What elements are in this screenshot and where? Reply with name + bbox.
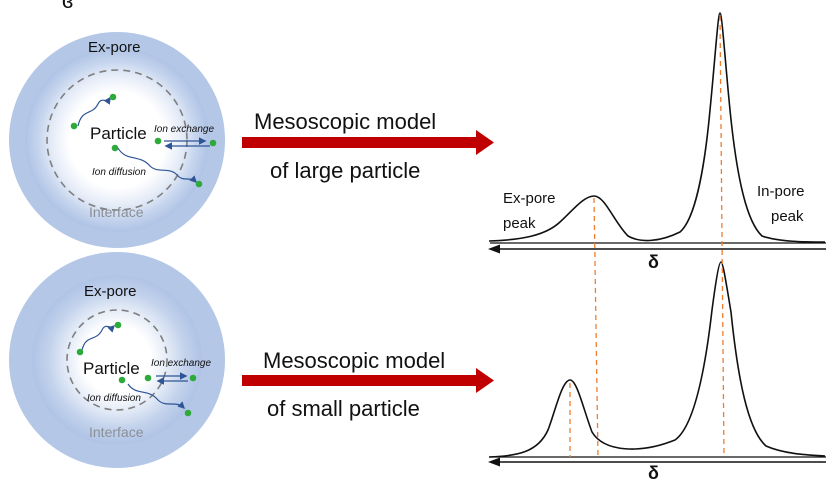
interface-boundary <box>66 309 168 411</box>
ex-pore-label: Ex-pore <box>84 283 137 300</box>
in-pore-peak-label: In-pore <box>757 183 805 200</box>
red-arrow <box>242 130 494 155</box>
delta-axis-label: δ <box>648 252 659 272</box>
arrow-caption-line2: of large particle <box>270 158 420 183</box>
ion-dot <box>144 374 152 382</box>
ion-dot <box>118 376 126 384</box>
delta-axis-label: δ <box>648 463 659 481</box>
ion-dot <box>184 409 192 417</box>
bottom-spectrum: δ <box>488 261 826 481</box>
particle-region <box>25 48 209 232</box>
top-spectrum: δ Ex-pore peak In-pore peak <box>488 12 826 272</box>
top-particle-diagram: Ex-pore Particle Ion exchange Ion diffus… <box>9 32 225 248</box>
peak-guide-lines <box>569 15 725 458</box>
ion-dot <box>76 348 84 356</box>
ion-trajectory <box>117 147 198 184</box>
particle-label: Particle <box>90 124 147 143</box>
ion-dot <box>209 139 217 147</box>
delta-axis-arrowhead <box>488 244 500 254</box>
ion-exchange-label: Ion exchange <box>151 358 211 369</box>
in-pore-peak-label: peak <box>771 208 804 225</box>
interface-label: Interface <box>89 424 144 440</box>
arrow-caption-line1: Mesoscopic model <box>263 348 445 373</box>
spectrum-curve <box>488 12 826 243</box>
ion-dot <box>109 93 117 101</box>
ex-pore-peak-label: Ex-pore <box>503 190 556 207</box>
bottom-model-arrow: Mesoscopic model of small particle <box>242 348 494 421</box>
ex-pore-peak-label: peak <box>503 215 536 232</box>
cropped-glyph: ɞ <box>62 0 73 13</box>
ion-dot <box>154 137 162 145</box>
ion-dot <box>111 144 119 152</box>
ion-dot <box>195 180 203 188</box>
ion-trajectory <box>127 383 186 410</box>
interface-boundary <box>46 69 188 211</box>
ion-dot <box>70 122 78 130</box>
ion-exchange-label: Ion exchange <box>154 124 214 135</box>
particle-region <box>32 275 202 445</box>
ex-pore-label: Ex-pore <box>88 39 141 56</box>
bottom-particle-diagram: Ex-pore Particle Ion exchange Ion diffus… <box>9 252 225 468</box>
arrow-caption-line2: of small particle <box>267 396 420 421</box>
ion-dot <box>114 321 122 329</box>
ion-trajectory <box>77 96 111 127</box>
red-arrow <box>242 368 494 393</box>
in-pore-guide-line <box>719 15 725 458</box>
particle-label: Particle <box>83 359 140 378</box>
ion-diffusion-label: Ion diffusion <box>92 167 146 178</box>
ex-pore-guide-line <box>593 197 599 458</box>
top-model-arrow: Mesoscopic model of large particle <box>242 109 494 183</box>
ion-diffusion-label: Ion diffusion <box>87 393 141 404</box>
spectrum-curve <box>488 261 826 458</box>
arrow-caption-line1: Mesoscopic model <box>254 109 436 134</box>
delta-axis-arrowhead <box>488 457 500 467</box>
ion-dot <box>189 374 197 382</box>
ion-trajectory <box>81 324 116 351</box>
interface-label: Interface <box>89 204 144 220</box>
